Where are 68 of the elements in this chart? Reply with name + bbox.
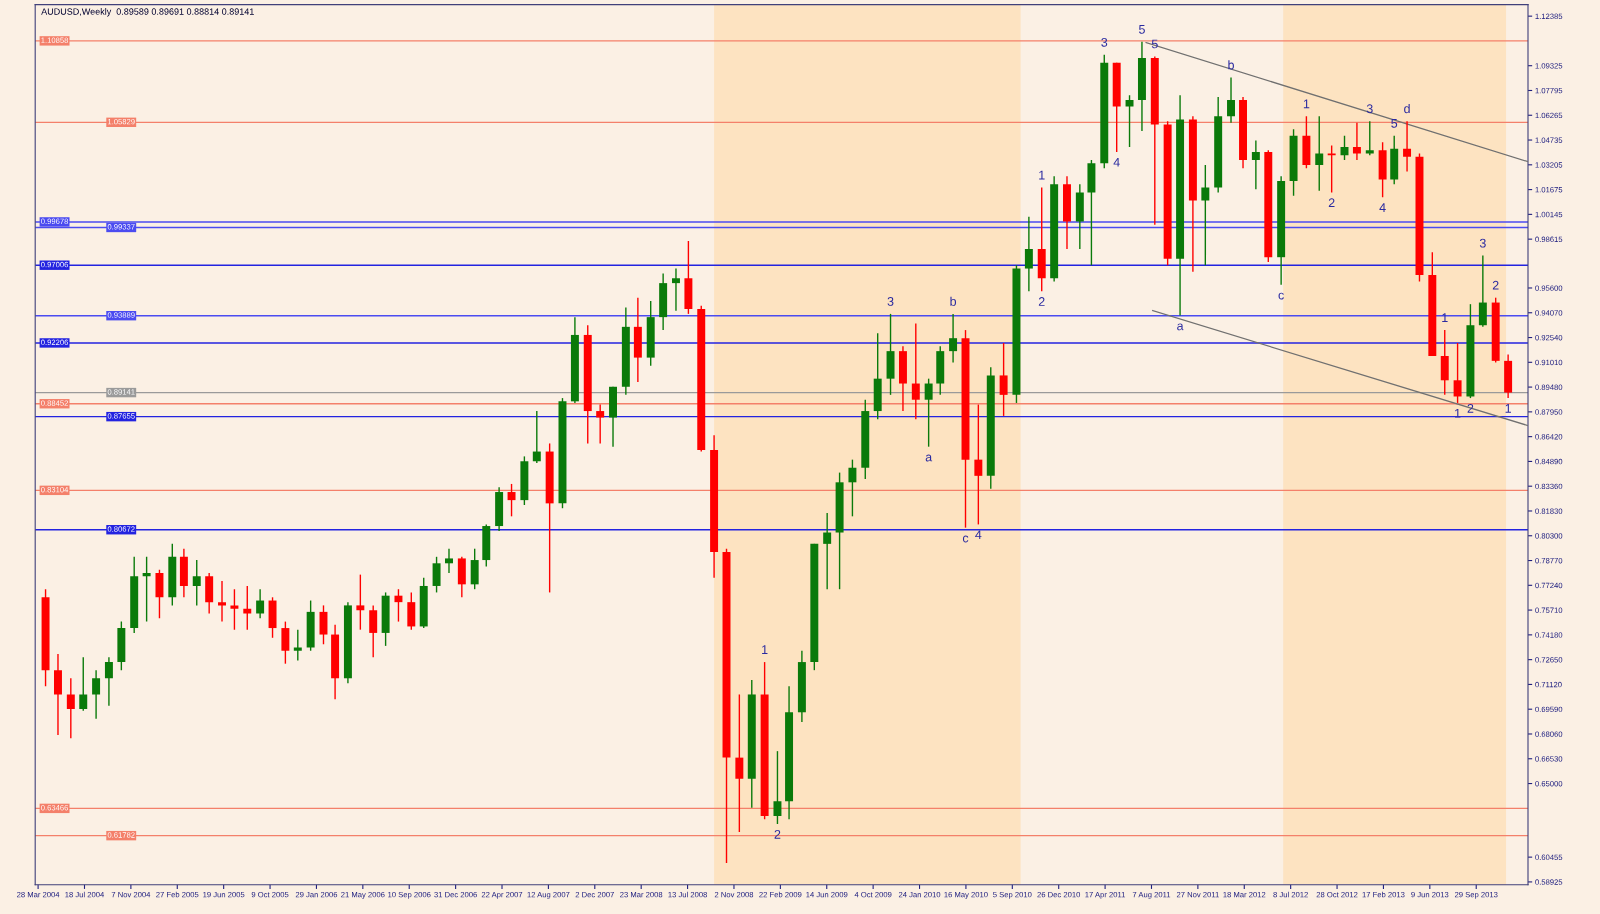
candlestick (773, 750, 782, 825)
candlestick (432, 556, 441, 594)
candlestick (142, 556, 151, 623)
annotation: 1 (1039, 170, 1045, 180)
annotation: 4 (975, 530, 982, 540)
annotation: d (1404, 103, 1410, 114)
annotation: 4 (1113, 157, 1120, 167)
candlestick (974, 403, 983, 526)
annotation: 1 (1455, 408, 1461, 418)
annotation: 5 (1391, 119, 1398, 128)
candlestick (230, 588, 239, 631)
candlestick (79, 656, 88, 712)
annotation: 5 (1151, 39, 1158, 49)
candlestick (445, 548, 453, 574)
candlestick (823, 512, 832, 590)
annotation: 2 (1467, 403, 1474, 413)
candlestick (218, 580, 226, 623)
annotation: 1 (1505, 404, 1511, 413)
annotation: c (962, 535, 969, 543)
candlestick (1478, 254, 1487, 328)
annotation: c (1278, 292, 1284, 300)
annotation: 5 (1138, 25, 1145, 34)
candlestick (532, 410, 541, 464)
candlestick (104, 656, 113, 707)
annotation: 4 (1379, 203, 1386, 212)
candlestick (356, 573, 365, 631)
candlestick (949, 313, 958, 364)
candlestick (1315, 115, 1324, 192)
annotation: 2 (1038, 297, 1045, 306)
candlestick (293, 628, 302, 662)
candlestick (507, 483, 516, 518)
candlestick (1352, 122, 1361, 161)
annotation: 1 (1303, 99, 1310, 109)
candlestick (1125, 94, 1134, 148)
annotation: 2 (1328, 198, 1335, 208)
candlestick (1201, 164, 1210, 266)
annotation: 3 (1479, 238, 1486, 248)
chart-title: AUDUSD,Weekly 0.89589 0.89691 0.88814 0.89141 (41, 8, 254, 17)
candlestick (192, 559, 201, 607)
candlestick (1453, 342, 1462, 404)
candlestick (848, 458, 857, 518)
annotation: 2 (774, 829, 781, 839)
candlestick (281, 620, 290, 665)
candlestick (256, 588, 265, 620)
candlestick (911, 322, 920, 420)
candlestick (735, 693, 744, 833)
annotation: a (1177, 323, 1184, 331)
candlestick (1251, 139, 1260, 190)
candlestick (999, 342, 1008, 417)
candlestick (672, 267, 680, 312)
annotation: 1 (762, 645, 768, 654)
candlestick (66, 677, 75, 739)
candlestick (1024, 216, 1033, 292)
annotation: 3 (887, 297, 894, 306)
annotation: 2 (1492, 280, 1499, 290)
annotation: 3 (1101, 37, 1108, 47)
candlestick (596, 403, 605, 445)
candlestick (394, 588, 403, 623)
candlestick (1403, 120, 1412, 173)
annotation: b (1228, 60, 1234, 70)
annotation: b (950, 296, 957, 306)
candlestick (369, 604, 378, 658)
candlestick (1227, 76, 1235, 124)
candlestick (1365, 120, 1374, 156)
annotation: 3 (1366, 104, 1373, 114)
candlestick (924, 377, 933, 448)
annotation: a (925, 454, 933, 462)
candlestick (92, 669, 101, 720)
